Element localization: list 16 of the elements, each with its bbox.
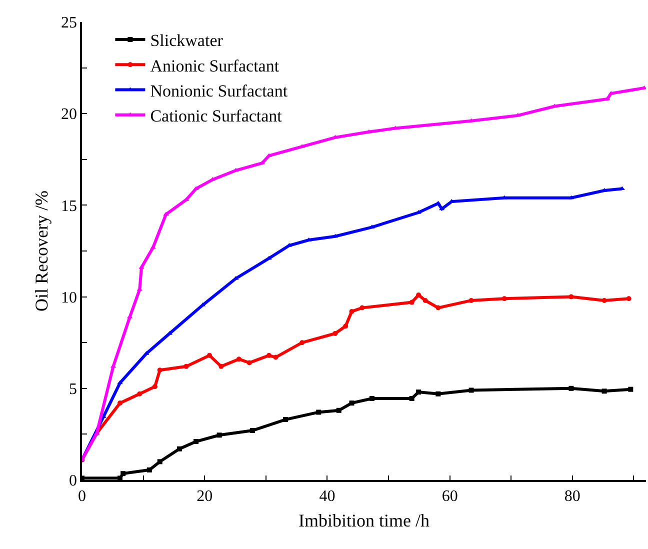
- x-tick-label: 80: [564, 488, 580, 505]
- y-tick-label: 20: [61, 106, 78, 124]
- x-tick-label: 40: [319, 488, 336, 505]
- y-tick-label: 15: [61, 198, 78, 215]
- legend-label: Cationic Surfactant: [150, 106, 282, 126]
- legend-label: Nonionic Surfactant: [150, 81, 288, 100]
- x-tick-label: 20: [196, 488, 213, 505]
- y-axis-title: Oil Recovery /%: [32, 190, 52, 312]
- x-axis-title: Imbibition time /h: [298, 510, 430, 531]
- y-tick-label: 10: [61, 289, 78, 306]
- legend-label: Slickwater: [150, 31, 224, 50]
- y-tick-label: 5: [69, 381, 78, 398]
- y-tick-label: 25: [61, 14, 78, 32]
- y-tick-label: 0: [69, 472, 78, 490]
- x-tick-label: 60: [442, 488, 458, 505]
- legend-label: Anionic Surfactant: [150, 56, 280, 76]
